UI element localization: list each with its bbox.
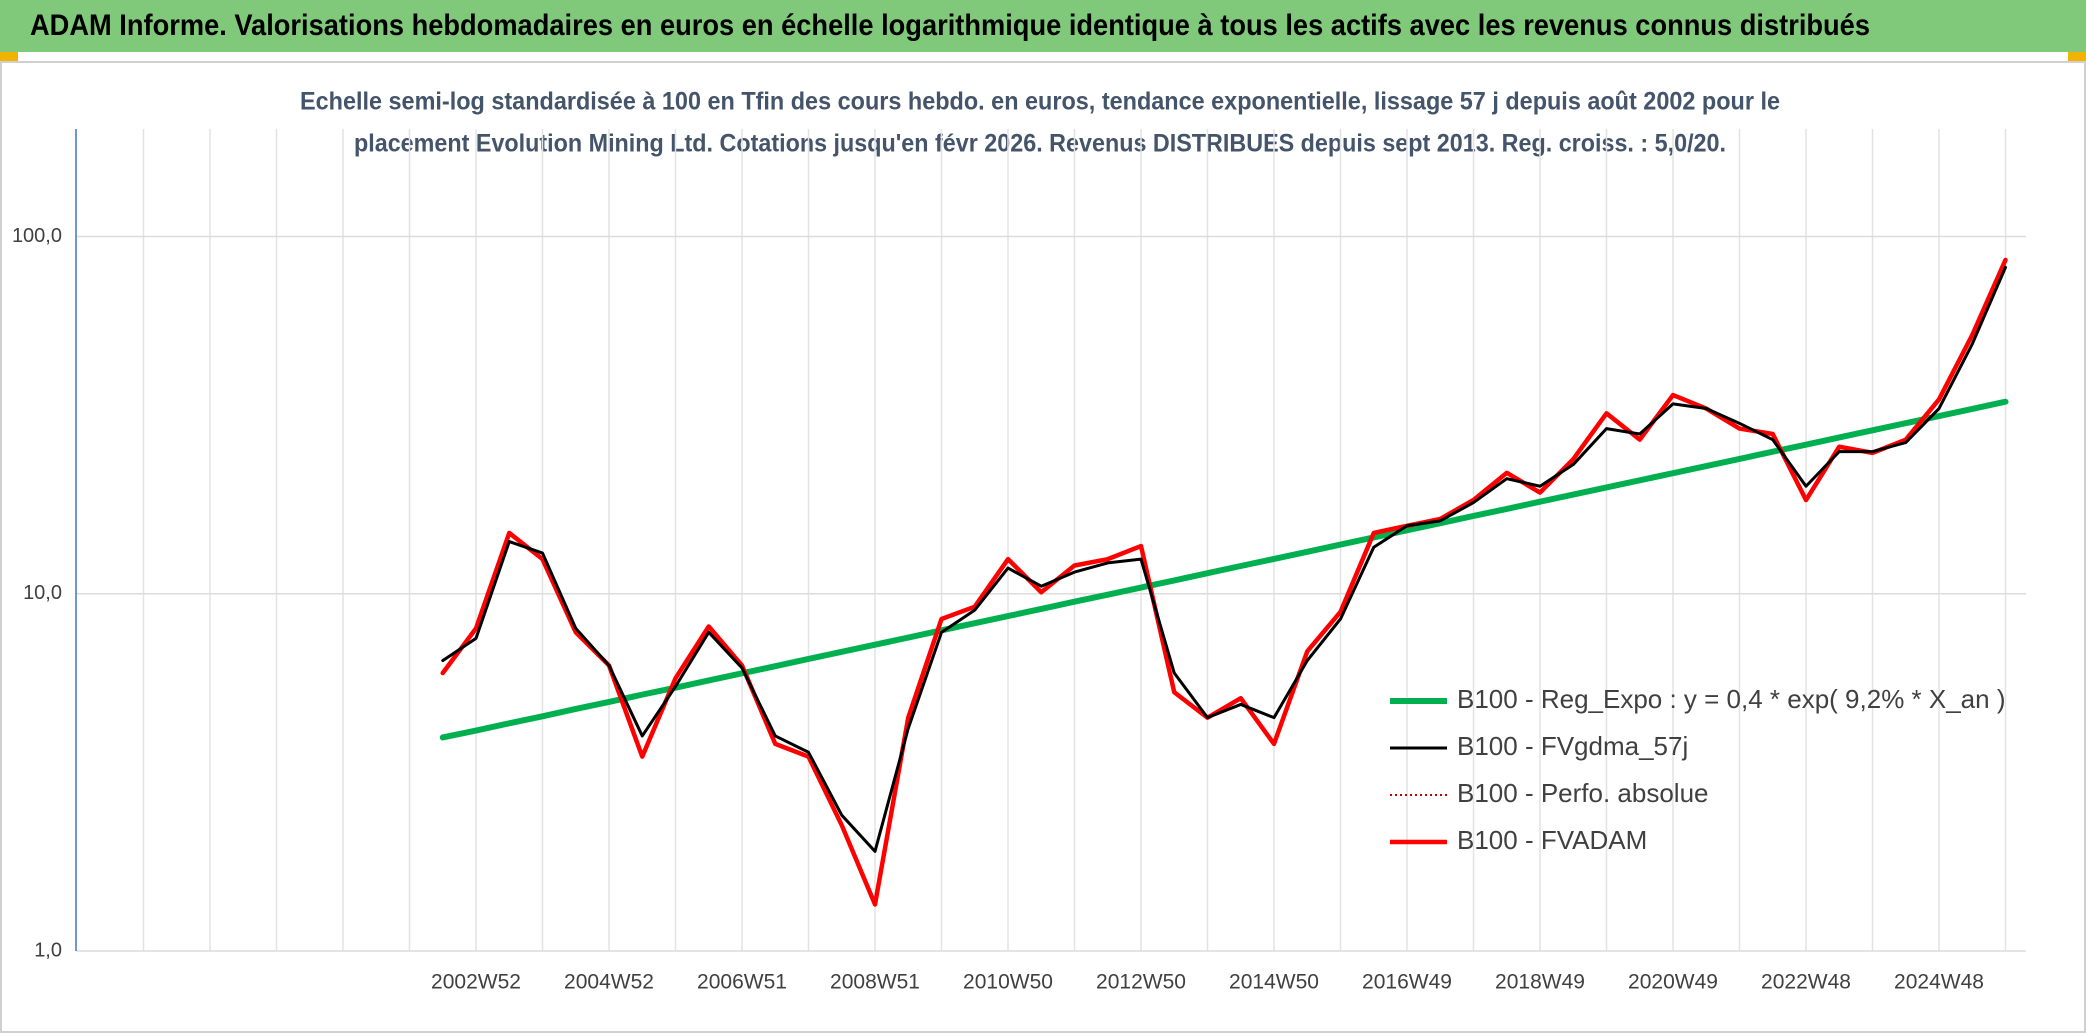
chart-title: ADAM Informe. Valorisations hebdomadaire… — [30, 9, 1870, 42]
x-tick-label: 2014W50 — [1229, 971, 1319, 994]
x-tick-label: 2008W51 — [830, 971, 920, 994]
x-tick-label: 2006W51 — [697, 971, 787, 994]
y-tick-label: 10,0 — [23, 582, 62, 604]
series-line — [441, 265, 2007, 853]
x-tick-label: 2016W49 — [1362, 971, 1452, 994]
legend: B100 - Reg_Expo : y = 0,4 * exp( 9,2% * … — [1390, 684, 2006, 855]
x-tick-label: 2020W49 — [1628, 971, 1718, 994]
x-tick-label: 2018W49 — [1495, 971, 1585, 994]
x-tick-label: 2022W48 — [1761, 971, 1851, 994]
x-tick-label: 2002W52 — [431, 971, 521, 994]
corner-mark — [2068, 52, 2086, 62]
series-line — [439, 398, 2009, 741]
chart-subtitle: Echelle semi-log standardisée à 100 en T… — [300, 88, 1780, 116]
grid: 1,0 10,0 100,0 2002W52 2004W52 2006W51 2008W51… — [12, 129, 2026, 994]
title-bar — [0, 0, 2086, 52]
y-tick-label: 100,0 — [12, 225, 62, 247]
legend-label: B100 - FVADAM — [1457, 825, 1647, 855]
legend-label: B100 - FVgdma_57j — [1457, 731, 1688, 761]
plot — [439, 257, 2009, 907]
frame — [0, 61, 2086, 1033]
legend-label: B100 - Perfo. absolue — [1457, 778, 1709, 808]
x-tick-label: 2024W48 — [1894, 971, 1984, 994]
x-tick-label: 2010W50 — [963, 971, 1053, 994]
y-tick-label: 1,0 — [34, 939, 62, 961]
x-tick-label: 2004W52 — [564, 971, 654, 994]
corner-mark — [0, 52, 18, 62]
chart-subtitle: placement Evolution Mining Ltd. Cotation… — [354, 130, 1726, 158]
x-tick-label: 2012W50 — [1096, 971, 1186, 994]
series-line — [440, 257, 2008, 907]
legend-label: B100 - Reg_Expo : y = 0,4 * exp( 9,2% * … — [1457, 684, 2006, 714]
